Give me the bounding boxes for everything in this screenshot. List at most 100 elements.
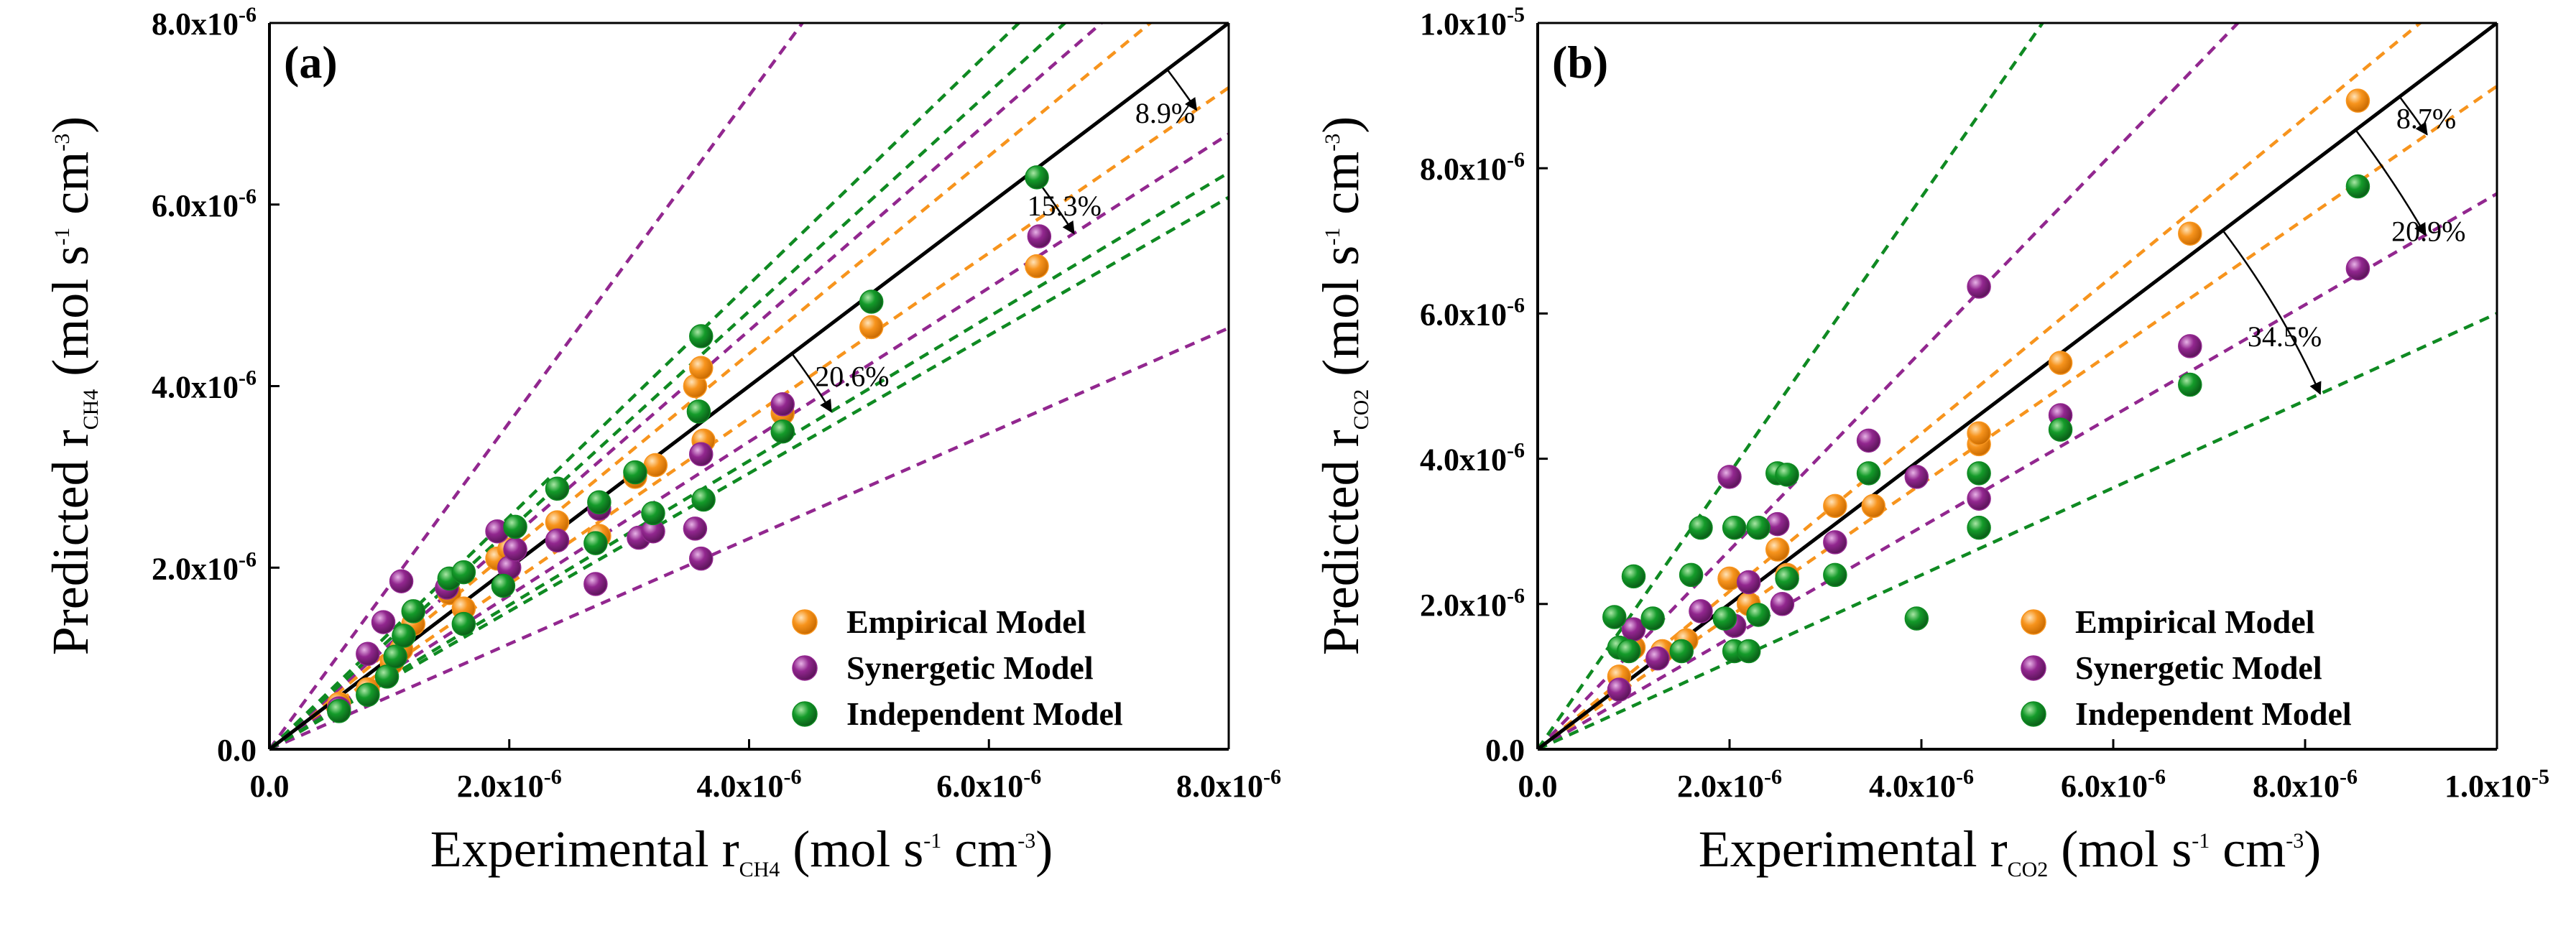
data-point-independent	[1722, 515, 1747, 540]
data-point-independent	[1602, 605, 1627, 629]
x-tick-exponent: -6	[1263, 765, 1281, 789]
data-point-synergetic	[689, 546, 714, 571]
legend-label-synergetic: Synergetic Model	[846, 649, 1094, 686]
error-band-line-empirical-upper	[269, 23, 1153, 749]
data-point-independent	[641, 501, 665, 526]
y-tick-mantissa: 4.0x10	[1420, 442, 1507, 478]
x-tick-mantissa: 2.0x10	[457, 769, 544, 804]
y-title-unit: cm	[42, 152, 99, 228]
series-synergetic	[1607, 256, 2370, 702]
x-tick-label: 6.0x10-6	[936, 765, 1041, 804]
x-tick-exponent: -6	[1023, 765, 1041, 789]
x-tick-mantissa: 1.0x10	[2445, 769, 2531, 804]
x-title-subscript: CH4	[739, 858, 780, 881]
x-tick-label: 4.0x10-6	[697, 765, 802, 804]
y-tick-mantissa: 6.0x10	[152, 188, 239, 223]
x-tick-label: 4.0x10-6	[1869, 765, 1974, 804]
data-point-independent	[1736, 639, 1761, 664]
data-point-independent	[686, 399, 711, 424]
y-title-main: Predicted r	[42, 430, 99, 655]
error-band-line-independent-lower	[269, 195, 1229, 749]
error-band-line-synergetic-lower	[1538, 192, 2497, 749]
data-point-empirical	[643, 453, 668, 478]
data-point-synergetic	[356, 641, 380, 667]
y-tick-label: 8.0x10-6	[1420, 148, 1525, 187]
data-point-synergetic	[1689, 599, 1713, 624]
x-tick-label: 2.0x10-6	[1677, 765, 1782, 804]
data-point-independent	[1689, 515, 1713, 540]
data-point-independent	[451, 611, 476, 636]
data-point-synergetic	[2345, 256, 2370, 281]
x-tick-exponent: -5	[2531, 765, 2549, 789]
x-title-unit: )	[2304, 820, 2321, 878]
data-point-independent	[383, 644, 407, 669]
data-point-empirical	[1823, 494, 1847, 519]
annotation-label: 20.6%	[815, 361, 889, 393]
data-point-independent	[2345, 174, 2370, 199]
x-title-sup: -3	[1017, 829, 1035, 853]
y-tick-exponent: -6	[239, 547, 257, 571]
series-independent	[327, 165, 1049, 723]
data-point-synergetic	[503, 537, 527, 562]
x-tick-label: 0.0	[250, 769, 290, 804]
data-point-independent	[1856, 461, 1881, 486]
x-axis-title: Experimental rCH4 (mol s-1 cm-3)	[430, 820, 1053, 881]
data-point-empirical	[2345, 88, 2370, 113]
x-tick-mantissa: 0.0	[1518, 769, 1558, 804]
chart-panel-a: 8.9%15.3%20.6%0.0 2.0x10-6 4.0x10-6 6.0x10-…	[42, 3, 1281, 881]
data-point-independent	[491, 573, 516, 598]
y-tick-mantissa: 0.0	[1485, 733, 1525, 768]
y-tick-label: 2.0x10-6	[152, 547, 257, 586]
y-tick-label: 1.0x10-5	[1420, 3, 1525, 42]
x-tick-label: 2.0x10-6	[457, 765, 562, 804]
data-point-synergetic	[1027, 224, 1052, 249]
data-point-empirical	[859, 315, 884, 340]
x-tick-label: 1.0x10-5	[2445, 765, 2549, 804]
data-point-independent	[1746, 603, 1771, 627]
y-tick-exponent: -6	[1507, 584, 1525, 608]
legend-label-independent: Independent Model	[2075, 695, 2352, 732]
x-tick-label: 6.0x10-6	[2061, 765, 2166, 804]
y-tick-mantissa: 6.0x10	[1420, 297, 1507, 332]
annotation-label: 8.7%	[2396, 103, 2456, 135]
data-point-synergetic	[1856, 428, 1881, 453]
plot-area: 8.9% 15.3% 20.6%	[269, 23, 1229, 749]
x-tick-mantissa: 2.0x10	[1677, 769, 1764, 804]
data-point-independent	[691, 487, 716, 512]
x-title-main: Experimental r	[430, 820, 739, 878]
x-tick-exponent: -6	[784, 765, 802, 789]
data-point-independent	[401, 599, 425, 624]
x-tick-exponent: -6	[2148, 765, 2166, 789]
legend-label-independent: Independent Model	[846, 695, 1123, 732]
data-point-synergetic	[371, 610, 396, 634]
panel-label: (b)	[1552, 37, 1608, 88]
y-tick-exponent: -6	[239, 3, 257, 27]
data-point-synergetic	[1607, 677, 1632, 702]
data-point-independent	[2048, 417, 2073, 442]
y-title-sup: -3	[50, 134, 74, 152]
x-title-sup: -1	[2192, 829, 2210, 853]
data-point-independent	[1775, 463, 1799, 487]
annotation-label: 20.9%	[2391, 215, 2465, 247]
data-point-independent	[1775, 566, 1799, 591]
error-band-line-independent-lower	[1538, 312, 2497, 749]
y-tick-mantissa: 2.0x10	[1420, 588, 1507, 623]
y-title-sup: -1	[50, 228, 74, 246]
x-title-unit: (mol s	[2048, 820, 2192, 878]
error-band-line-independent-upper	[269, 23, 1068, 749]
y-tick-label: 0.0	[1485, 733, 1525, 768]
x-tick-label: 0.0	[1518, 769, 1558, 804]
y-tick-label: 4.0x10-6	[152, 366, 257, 405]
data-point-synergetic	[689, 442, 714, 467]
x-tick-mantissa: 8.0x10	[2253, 769, 2340, 804]
data-point-independent	[1712, 606, 1737, 631]
data-point-independent	[392, 624, 416, 648]
x-title-subscript: CO2	[2008, 858, 2049, 881]
x-axis-title: Experimental rCO2 (mol s-1 cm-3)	[1699, 820, 2321, 881]
x-tick-mantissa: 8.0x10	[1176, 769, 1263, 804]
y-title-subscript: CH4	[79, 389, 103, 430]
data-point-independent	[545, 476, 570, 501]
parity-line	[269, 23, 1229, 749]
annotation-label: 34.5%	[2248, 320, 2322, 353]
x-tick-mantissa: 6.0x10	[2061, 769, 2148, 804]
